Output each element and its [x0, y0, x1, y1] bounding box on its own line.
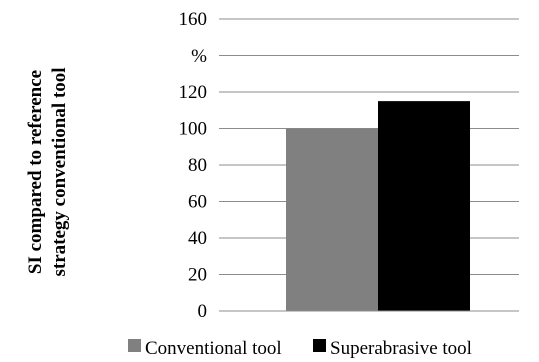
y-tick-labels: 0 20 40 60 80 100 120 160 [179, 9, 208, 322]
y-axis-title: SI compared to reference strategy conven… [25, 68, 70, 277]
y-unit-label: % [191, 46, 207, 67]
y-tick-label: 40 [188, 228, 207, 249]
y-tick-label: 120 [179, 82, 208, 103]
y-axis-title-line-1: SI compared to reference [25, 70, 46, 274]
y-tick-label: 0 [198, 301, 208, 322]
y-tick-label: 100 [179, 119, 208, 140]
bars [286, 101, 470, 311]
y-tick-label: 160 [179, 9, 208, 30]
y-axis-title-line-2: strategy conventional tool [49, 68, 70, 277]
legend-swatch-conventional-tool [128, 339, 141, 352]
legend: Conventional tool Superabrasive tool [128, 338, 472, 359]
bar-conventional-tool [286, 128, 378, 311]
y-tick-label: 80 [188, 155, 207, 176]
legend-swatch-superabrasive-tool [313, 339, 326, 352]
y-tick-label: 60 [188, 192, 207, 213]
legend-label-superabrasive-tool: Superabrasive tool [330, 338, 472, 359]
legend-label-conventional-tool: Conventional tool [145, 338, 282, 359]
y-tick-label: 20 [188, 265, 207, 286]
bar-superabrasive-tool [378, 101, 470, 311]
